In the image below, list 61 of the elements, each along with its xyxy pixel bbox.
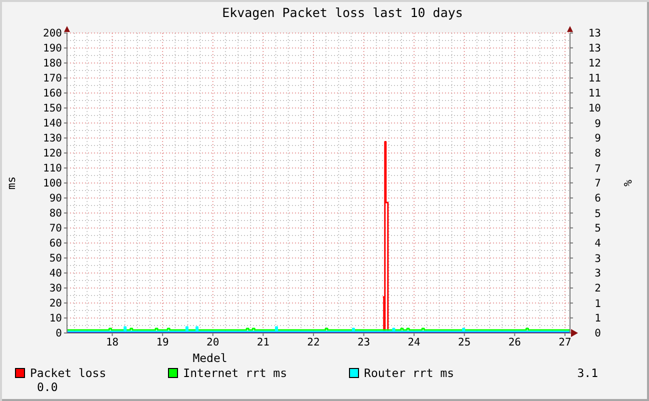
- y2-tick-label: 5: [594, 208, 601, 220]
- y2-tick-label: 0: [594, 328, 601, 340]
- legend-label: Packet loss: [30, 366, 106, 380]
- y2-tick-label: 9: [594, 118, 601, 130]
- y2-tick-label: 3: [594, 252, 601, 265]
- y-tick-label: 190: [43, 42, 62, 55]
- x-tick-label: 18: [106, 336, 119, 348]
- y2-tick-label: 1: [594, 312, 601, 325]
- y-tick-label: 140: [43, 118, 62, 130]
- y-tick-label: 0: [56, 328, 62, 340]
- y-tick-label: 30: [49, 282, 62, 295]
- y-tick-label: 120: [43, 148, 62, 160]
- y-tick-label: 70: [49, 222, 62, 235]
- y2-tick-label: 7: [594, 178, 601, 190]
- chart-title: Ekvagen Packet loss last 10 days: [221, 5, 464, 20]
- y-tick-label: 170: [43, 72, 62, 85]
- text: 3.1: [576, 366, 598, 380]
- y-tick-label: 200: [43, 28, 62, 40]
- y2-tick-label: 7: [594, 162, 601, 175]
- y2-tick-label: 6: [594, 192, 601, 205]
- x-tick-label: 25: [458, 336, 471, 348]
- y-tick-label: 80: [49, 208, 62, 220]
- x-tick-label: 20: [206, 336, 220, 348]
- y-tick-label: 160: [43, 88, 62, 100]
- y2-tick-label: 11: [588, 88, 601, 100]
- y2-tick-label: 8: [594, 148, 601, 160]
- x-tick-label: 23: [357, 336, 370, 348]
- y-tick-label: 180: [43, 58, 62, 70]
- y-tick-label: 110: [43, 162, 62, 175]
- y-tick-label: 100: [43, 178, 62, 190]
- x-tick-label: 22: [307, 336, 320, 348]
- y2-tick-label: 4: [594, 238, 601, 250]
- y2-tick-label: 3: [594, 268, 601, 280]
- text: 0.0: [37, 380, 58, 394]
- y2-tick-label: 5: [594, 222, 601, 235]
- x-tick-label: 26: [508, 336, 521, 348]
- y-tick-label: 150: [43, 102, 62, 115]
- y-tick-label: 50: [49, 252, 62, 265]
- y-tick-label: 10: [49, 312, 62, 325]
- y-tick-label: 130: [43, 132, 62, 145]
- y2-tick-label: 9: [594, 132, 601, 145]
- text: Medel: [192, 351, 228, 365]
- y-tick-label: 40: [49, 268, 62, 280]
- x-tick-label: 27: [558, 336, 572, 348]
- legend-label: Internet rrt ms: [183, 366, 288, 380]
- y2-tick-label: 10: [588, 102, 601, 115]
- y-tick-label: 90: [49, 192, 62, 205]
- y2-tick-label: 11: [588, 72, 601, 85]
- y2-tick-label: 1: [594, 298, 601, 310]
- y-tick-label: 60: [49, 238, 62, 250]
- y2-axis-title: %: [621, 180, 634, 187]
- y-axis-title: ms: [4, 176, 18, 190]
- x-tick-label: 21: [256, 336, 270, 348]
- y-tick-label: 20: [49, 298, 62, 310]
- y2-tick-label: 13: [588, 42, 601, 55]
- y2-tick-label: 13: [588, 28, 601, 40]
- legend-label: Router rrt ms: [364, 366, 454, 380]
- x-tick-label: 19: [156, 336, 169, 348]
- y2-tick-label: 2: [594, 282, 601, 295]
- x-tick-label: 24: [408, 336, 420, 348]
- y2-tick-label: 12: [588, 58, 601, 70]
